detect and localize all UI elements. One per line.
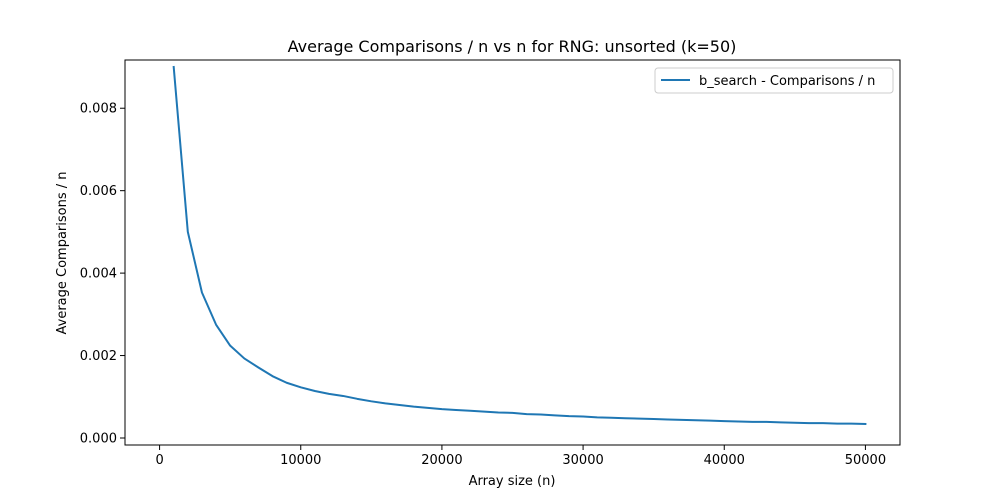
chart-title: Average Comparisons / n vs n for RNG: un…: [288, 37, 737, 56]
y-tick-label: 0.000: [80, 431, 117, 446]
y-tick-label: 0.002: [80, 349, 117, 364]
plot-content: [172, 65, 867, 426]
y-axis-ticks: 0.000 0.002 0.004 0.006 0.008: [80, 102, 125, 446]
x-tick-label: 30000: [562, 453, 603, 468]
x-tick-label: 50000: [845, 453, 886, 468]
y-tick-label: 0.008: [80, 102, 117, 117]
x-tick-label: 10000: [280, 453, 321, 468]
x-tick-label: 20000: [421, 453, 462, 468]
plot-frame: [124, 59, 901, 446]
x-axis-label: Array size (n): [469, 474, 556, 489]
x-tick-label: 0: [155, 453, 163, 468]
y-tick-label: 0.006: [80, 184, 117, 199]
legend-box: [654, 67, 894, 94]
y-axis-label: Average Comparisons / n: [55, 171, 70, 334]
legend: b_search - Comparisons / n: [654, 67, 894, 94]
series-line-0: [172, 65, 867, 426]
y-tick-label: 0.004: [80, 267, 117, 282]
x-axis-ticks: 0 10000 20000 30000 40000 50000: [155, 445, 886, 468]
legend-label: b_search - Comparisons / n: [699, 74, 875, 89]
x-tick-label: 40000: [704, 453, 745, 468]
